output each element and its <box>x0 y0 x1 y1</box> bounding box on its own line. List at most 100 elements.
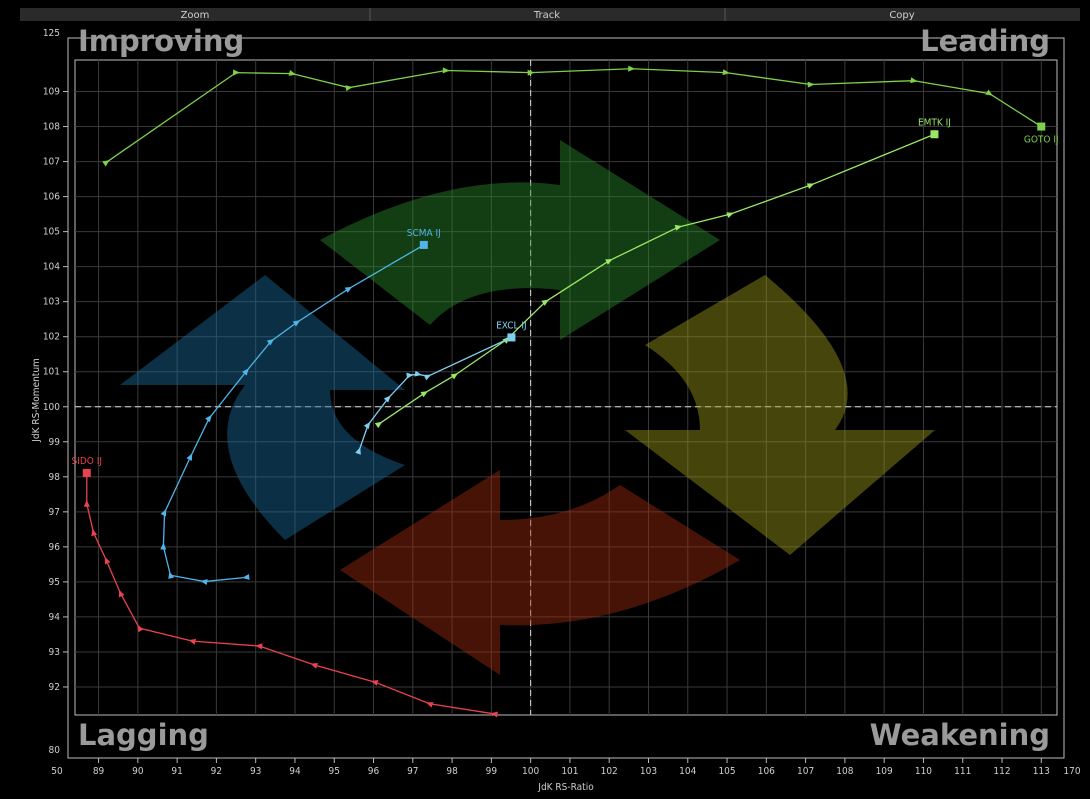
y-break-label: 80 <box>49 745 61 756</box>
x-tick-label: 104 <box>679 766 696 777</box>
y-tick-label: 92 <box>49 682 60 693</box>
toolbar-button[interactable]: Copy <box>889 10 914 21</box>
x-tick-label: 108 <box>836 766 853 777</box>
series-point <box>288 70 297 76</box>
toolbar-button[interactable]: Track <box>533 10 560 21</box>
arrow-blue <box>120 275 405 540</box>
series-point <box>420 391 429 398</box>
series-point <box>118 589 125 598</box>
series-point <box>442 67 450 74</box>
rotation-arrows <box>120 140 935 675</box>
quadrant-label: Lagging <box>78 718 209 752</box>
series-point <box>205 414 212 423</box>
x-tick-label: 91 <box>171 766 182 777</box>
y-tick-label: 95 <box>49 577 60 588</box>
series-point <box>406 372 414 379</box>
y-tick-label: 98 <box>49 472 61 483</box>
series-point <box>414 370 422 377</box>
series-point <box>292 320 301 327</box>
y-tick-label: 103 <box>43 297 60 308</box>
series-line <box>378 133 935 425</box>
x-tick-label: 101 <box>561 766 578 777</box>
x-tick-label: 102 <box>601 766 618 777</box>
series-point <box>137 624 144 633</box>
series-point <box>363 421 371 430</box>
x-tick-label: 113 <box>1033 766 1050 777</box>
x-tick-label: 92 <box>211 766 222 777</box>
arrow-green <box>320 140 720 340</box>
x-tick-label: 94 <box>289 766 301 777</box>
series-head <box>82 468 91 477</box>
x-tick-label: 95 <box>329 766 340 777</box>
x-tick-label: 97 <box>407 766 418 777</box>
x-tick-label: 112 <box>993 766 1010 777</box>
series-point <box>242 574 250 581</box>
series-label: EMTK IJ <box>918 117 951 128</box>
series-head <box>507 333 516 342</box>
series-point <box>91 528 98 537</box>
x-tick-label: 109 <box>876 766 893 777</box>
series-point <box>186 453 193 461</box>
series-point <box>102 160 110 167</box>
y-tick-label: 100 <box>43 402 60 413</box>
toolbar-button[interactable]: Zoom <box>181 10 210 21</box>
series-point <box>266 338 275 346</box>
series-point <box>83 499 90 507</box>
series-point <box>200 579 208 586</box>
x-tick-label: 98 <box>446 766 458 777</box>
series-line <box>86 472 495 715</box>
series-point <box>255 643 263 650</box>
series-point <box>541 299 549 306</box>
series-head <box>419 240 428 249</box>
series-point <box>806 183 815 189</box>
y-tick-label: 96 <box>49 542 61 553</box>
arrow-yellow <box>625 275 935 555</box>
y-tick-label: 107 <box>43 157 60 168</box>
series-point <box>168 571 175 579</box>
x-tick-label: 111 <box>954 766 971 777</box>
series-point <box>985 89 993 96</box>
y-tick-label: 93 <box>49 647 60 658</box>
series-point <box>605 258 613 265</box>
x-tick-label: 106 <box>758 766 775 777</box>
quadrant-label: Leading <box>920 24 1050 58</box>
series-label: SCMA IJ <box>407 228 441 239</box>
outer-frame <box>67 37 1065 759</box>
x-tick-label: 90 <box>132 766 144 777</box>
series-line <box>106 68 1042 163</box>
plot-frame <box>74 59 1058 716</box>
series-point <box>160 508 167 517</box>
series-line <box>162 244 425 583</box>
series-point <box>232 69 241 76</box>
grid <box>75 60 1057 715</box>
y-tick-label: 108 <box>43 122 60 133</box>
series-point <box>674 224 683 231</box>
x-tick-label: 100 <box>522 766 539 777</box>
series-point <box>345 85 353 92</box>
x-tick-label: 105 <box>718 766 735 777</box>
series-point <box>188 638 197 645</box>
series-point <box>423 374 432 381</box>
toolbar <box>20 8 1080 21</box>
series-point <box>628 65 636 72</box>
x-tick-label: 93 <box>250 766 261 777</box>
x-axis-title: JdK RS-Ratio <box>537 782 594 793</box>
x-tick-label: 89 <box>93 766 105 777</box>
y-tick-label: 104 <box>43 262 60 273</box>
y-tick-label: 106 <box>43 192 60 203</box>
x-tick-label: 107 <box>797 766 814 777</box>
quadrant-label: Weakening <box>870 718 1050 752</box>
series-label: SIDO IJ <box>72 456 103 467</box>
series-point <box>370 680 379 686</box>
y-tick-label: 97 <box>49 507 60 518</box>
series-head <box>930 130 939 139</box>
series-label: EXCL IJ <box>496 320 527 331</box>
series-point <box>160 542 167 550</box>
x-tick-label: 110 <box>915 766 932 777</box>
x-break-label: 50 <box>51 766 63 777</box>
y-tick-label: 105 <box>43 227 60 238</box>
series-head <box>1037 122 1046 131</box>
series-point <box>425 702 434 708</box>
x-tick-label: 96 <box>368 766 380 777</box>
